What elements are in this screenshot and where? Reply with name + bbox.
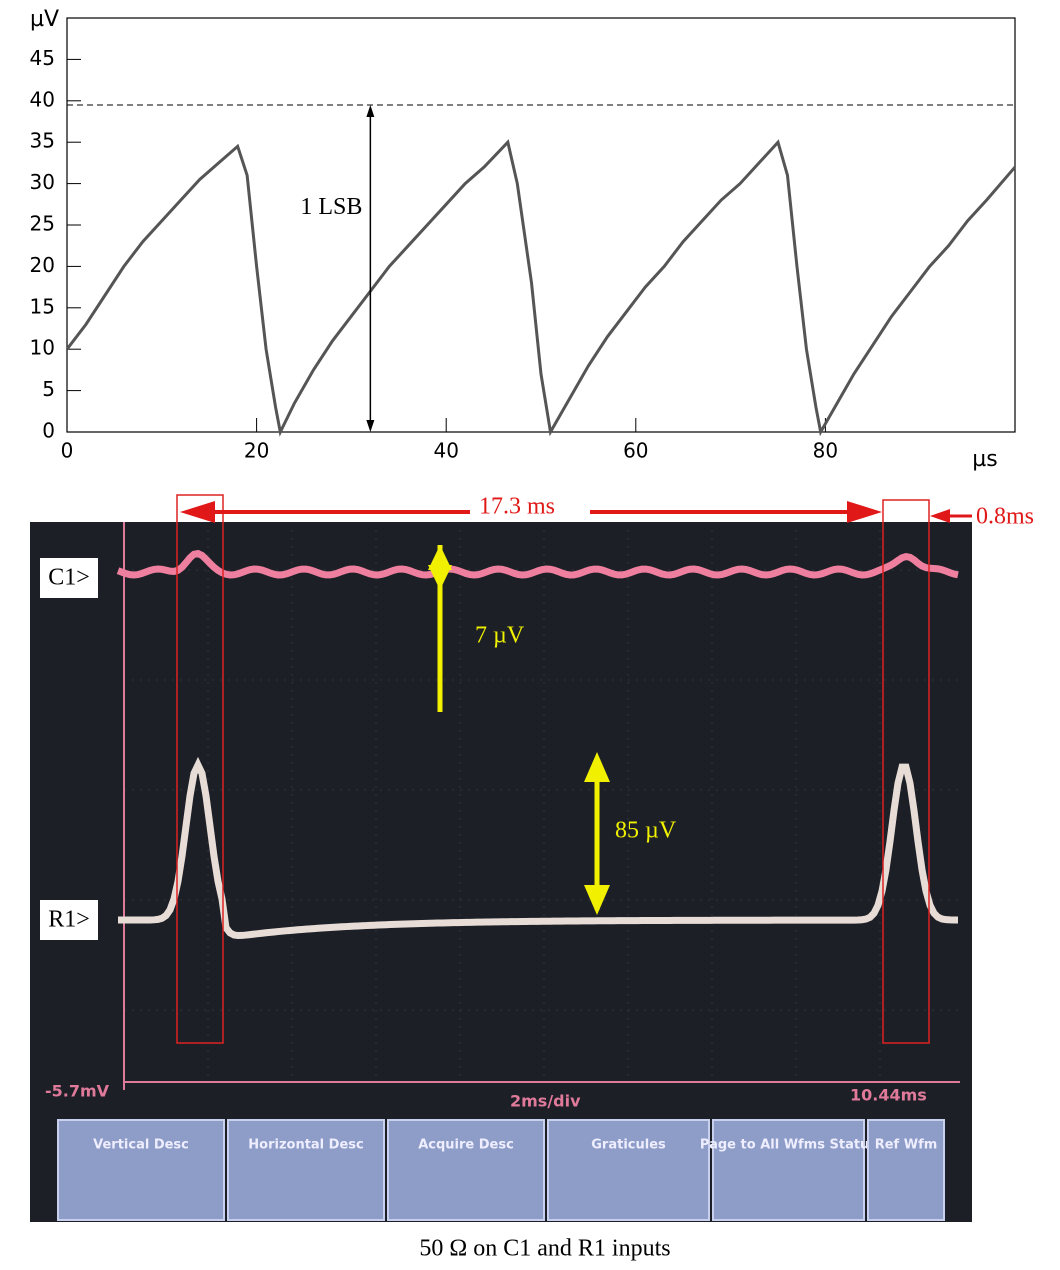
- x-tick-label: 60: [623, 439, 648, 463]
- r1-marker: R1>: [48, 907, 90, 933]
- status-text: -5.7mV: [45, 1082, 110, 1101]
- arrowhead: [366, 104, 375, 117]
- y-tick-label: 0: [42, 419, 55, 443]
- x-axis-label: µs: [972, 447, 997, 472]
- width-label: 0.8ms: [976, 504, 1034, 530]
- menu-cell: [227, 1119, 385, 1221]
- c1-trace: [116, 549, 959, 579]
- y-tick-label: 30: [30, 170, 55, 194]
- menu-cell: [712, 1119, 865, 1221]
- arrowhead: [428, 565, 452, 590]
- arrowhead: [584, 885, 610, 915]
- oscilloscope-photo: C1> R1> -5.7mV 2ms/div 10.44ms Vertical …: [30, 494, 1034, 1222]
- arrowhead: [584, 752, 610, 782]
- arrowhead: [847, 501, 882, 523]
- scope-menu: Vertical Desc Horizontal Desc Acquire Desc…: [57, 1119, 945, 1221]
- arrowhead: [930, 509, 950, 523]
- x-tick-label: 80: [813, 439, 838, 463]
- caption: 50 Ω on C1 and R1 inputs: [419, 1236, 670, 1262]
- menu-cell: [867, 1119, 945, 1221]
- marker-box: [40, 558, 98, 598]
- y-tick-label: 20: [30, 253, 55, 277]
- menu-cell: [57, 1119, 225, 1221]
- status-text: 2ms/div: [510, 1092, 581, 1111]
- arrowhead: [180, 501, 215, 523]
- menu-label: Acquire Desc: [418, 1138, 514, 1153]
- marker-box: [40, 900, 98, 940]
- pulse-box: [882, 499, 930, 1044]
- y-axis-label: µV: [30, 7, 59, 32]
- c1-marker: C1>: [48, 565, 90, 591]
- menu-cell: [547, 1119, 710, 1221]
- arrowhead: [366, 420, 375, 432]
- y-tick-label: 35: [30, 129, 55, 153]
- r1-amplitude: 85 µV: [615, 818, 677, 844]
- y-tick-label: 45: [30, 46, 55, 70]
- x-tick-label: 40: [433, 439, 458, 463]
- y-tick-label: 40: [30, 87, 55, 111]
- y-tick-label: 5: [42, 377, 55, 401]
- menu-label: Page to All Wfms Status: [700, 1138, 877, 1153]
- menu-cell: [387, 1119, 545, 1221]
- status-text: 10.44ms: [850, 1086, 927, 1105]
- data-line: [65, 139, 1017, 437]
- arrowhead: [428, 545, 452, 570]
- period-label: 17.3 ms: [479, 494, 555, 520]
- y-tick-label: 25: [30, 212, 55, 236]
- y-tick-label: 10: [30, 336, 55, 360]
- screen: [30, 522, 972, 1222]
- menu-label: Ref Wfm: [875, 1138, 938, 1153]
- r1-trace: [118, 756, 959, 940]
- menu-label: Graticules: [591, 1138, 666, 1153]
- x-tick-label: 0: [61, 439, 74, 463]
- menu-label: Vertical Desc: [93, 1138, 189, 1153]
- annotation-label: 1 LSB: [300, 194, 362, 220]
- menu-label: Horizontal Desc: [248, 1138, 363, 1153]
- c1-amplitude: 7 µV: [475, 623, 525, 649]
- pulse-box: [176, 494, 224, 1044]
- x-tick-label: 20: [244, 439, 269, 463]
- y-tick-label: 15: [30, 294, 55, 318]
